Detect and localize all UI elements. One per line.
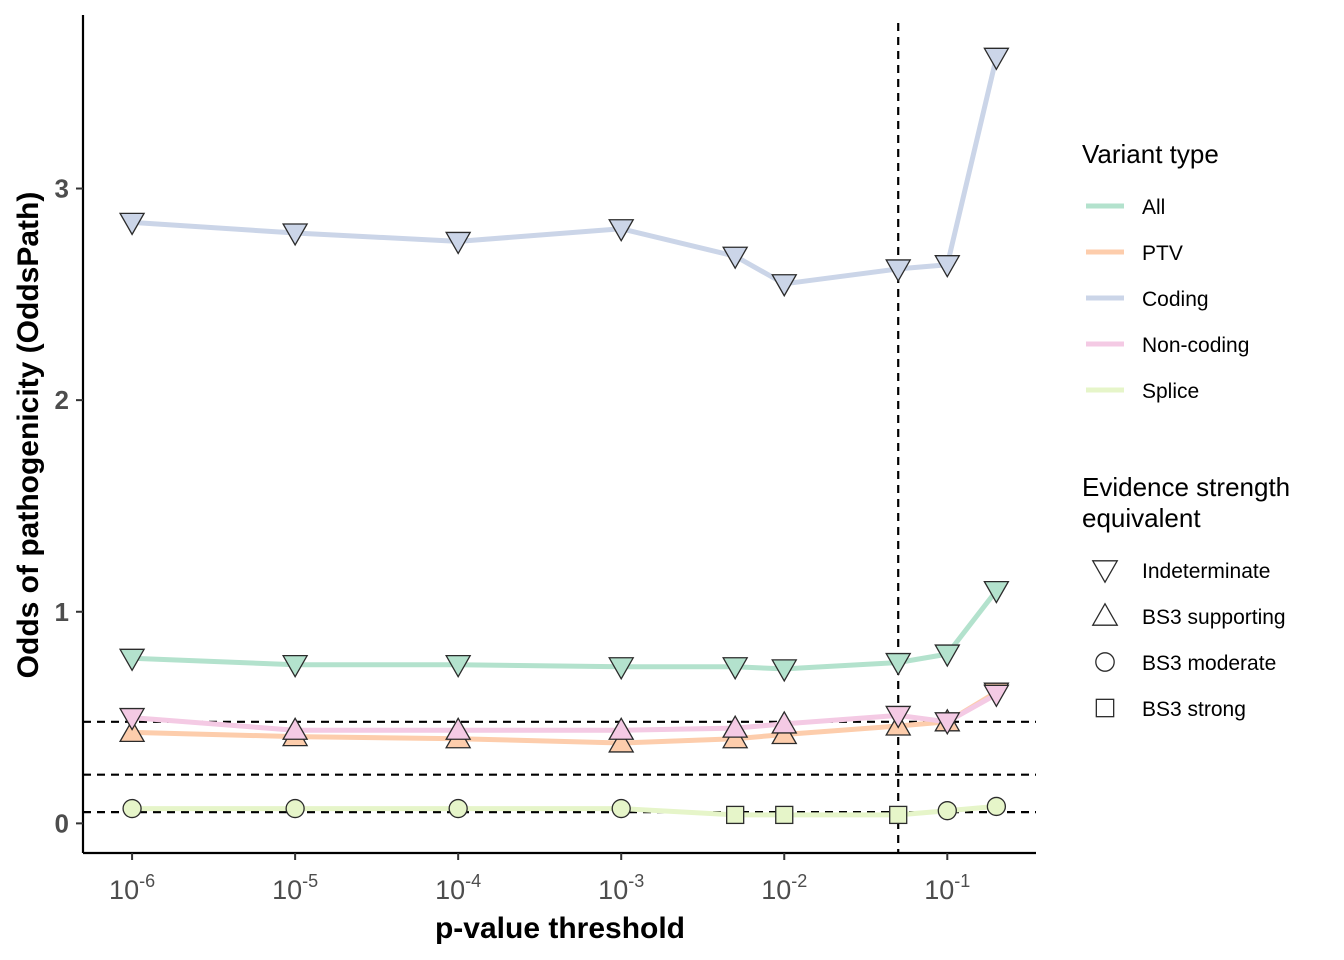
legend-variant-items: All PTV Coding Non-coding Splice	[1086, 196, 1249, 403]
x-axis-title: p-value threshold	[435, 912, 685, 945]
threshold-hlines	[83, 720, 1036, 814]
legend-title-evidence-line2: equivalent	[1082, 503, 1201, 533]
legend-label-ptv: PTV	[1142, 242, 1183, 265]
point-coding-5	[771, 274, 798, 298]
x-tick-label--2: 10-2	[761, 871, 807, 905]
legend-evidence-items: Indeterminate BS3 supporting BS3 moderate B…	[1091, 560, 1286, 721]
axes	[76, 15, 1036, 860]
point-coding-4	[722, 246, 749, 270]
point-coding-2	[445, 231, 472, 255]
legend-label-indeterminate: Indeterminate	[1142, 560, 1270, 583]
point-splice-3	[611, 798, 631, 819]
line-all	[129, 588, 999, 672]
legend-label-splice: Splice	[1142, 380, 1199, 403]
point-splice-5	[775, 805, 794, 825]
legend-label-all: All	[1142, 196, 1165, 219]
point-all-0	[118, 648, 146, 672]
point-splice-8	[986, 796, 1007, 817]
line-coding	[129, 54, 999, 287]
x-tick-label--3: 10-3	[598, 871, 644, 905]
point-all-2	[445, 655, 472, 678]
legend-title-evidence-line1: Evidence strength	[1082, 472, 1290, 502]
point-coding-8	[983, 47, 1010, 71]
point-non-coding-6	[885, 705, 912, 729]
point-all-7	[934, 644, 961, 668]
y-tick-label-3: 3	[55, 174, 69, 204]
point-non-coding-5	[771, 710, 798, 734]
x-tick-label--4: 10-4	[435, 871, 481, 905]
legend-title-variant: Variant type	[1082, 139, 1219, 169]
y-tick-label-1: 1	[55, 597, 69, 627]
legend-label-bs3-strong: BS3 strong	[1142, 698, 1246, 721]
point-splice-1	[285, 798, 305, 819]
point-non-coding-1	[282, 716, 309, 740]
point-all-5	[771, 659, 798, 683]
x-tick-label--1: 10-1	[924, 871, 970, 905]
legend-shape-bs3-supporting	[1091, 602, 1119, 626]
point-coding-0	[118, 212, 146, 236]
tick-labels: 0 1 2 3 10-6 10-5 10-4 10-3 10-2 10-1	[55, 174, 971, 905]
point-non-coding-0	[118, 707, 146, 731]
point-splice-4	[726, 805, 745, 825]
legend-shape-bs3-moderate	[1095, 652, 1115, 672]
point-non-coding-7	[934, 712, 961, 736]
x-tick-label--5: 10-5	[272, 871, 318, 905]
point-coding-3	[608, 219, 635, 243]
legend-label-coding: Coding	[1142, 288, 1209, 311]
y-tick-label-2: 2	[55, 385, 69, 415]
line-non-coding	[129, 691, 999, 733]
point-all-3	[608, 657, 635, 681]
y-tick-label-0: 0	[55, 808, 69, 838]
point-splice-2	[448, 798, 468, 819]
point-ptv-0	[118, 719, 146, 743]
point-all-6	[885, 652, 912, 676]
point-non-coding-2	[445, 716, 472, 740]
point-splice-7	[937, 801, 957, 821]
point-non-coding-3	[608, 716, 635, 740]
x-tick-label--6: 10-6	[109, 871, 155, 905]
legend-label-bs3-moderate: BS3 moderate	[1142, 652, 1276, 675]
legend-label-bs3-supporting: BS3 supporting	[1142, 606, 1286, 629]
point-splice-6	[889, 805, 908, 825]
point-all-1	[282, 655, 309, 678]
point-coding-1	[282, 223, 309, 247]
point-coding-7	[934, 255, 961, 279]
point-all-8	[983, 580, 1010, 604]
point-non-coding-8	[983, 684, 1010, 708]
legend-shape-indeterminate	[1091, 560, 1119, 584]
point-coding-6	[885, 259, 912, 283]
legend-label-non-coding: Non-coding	[1142, 334, 1249, 357]
series-points	[118, 47, 1010, 825]
legend: Variant type All PTV Coding Non-coding Splic…	[1082, 139, 1290, 721]
point-non-coding-4	[722, 714, 749, 738]
series-lines	[129, 54, 999, 818]
y-axis-title: Odds of pathogenicity (OddsPath)	[12, 192, 45, 679]
line-splice	[129, 803, 999, 818]
point-splice-0	[122, 798, 142, 819]
legend-shape-bs3-strong	[1095, 698, 1115, 718]
point-ptv-3	[608, 729, 635, 753]
point-all-4	[722, 657, 749, 681]
